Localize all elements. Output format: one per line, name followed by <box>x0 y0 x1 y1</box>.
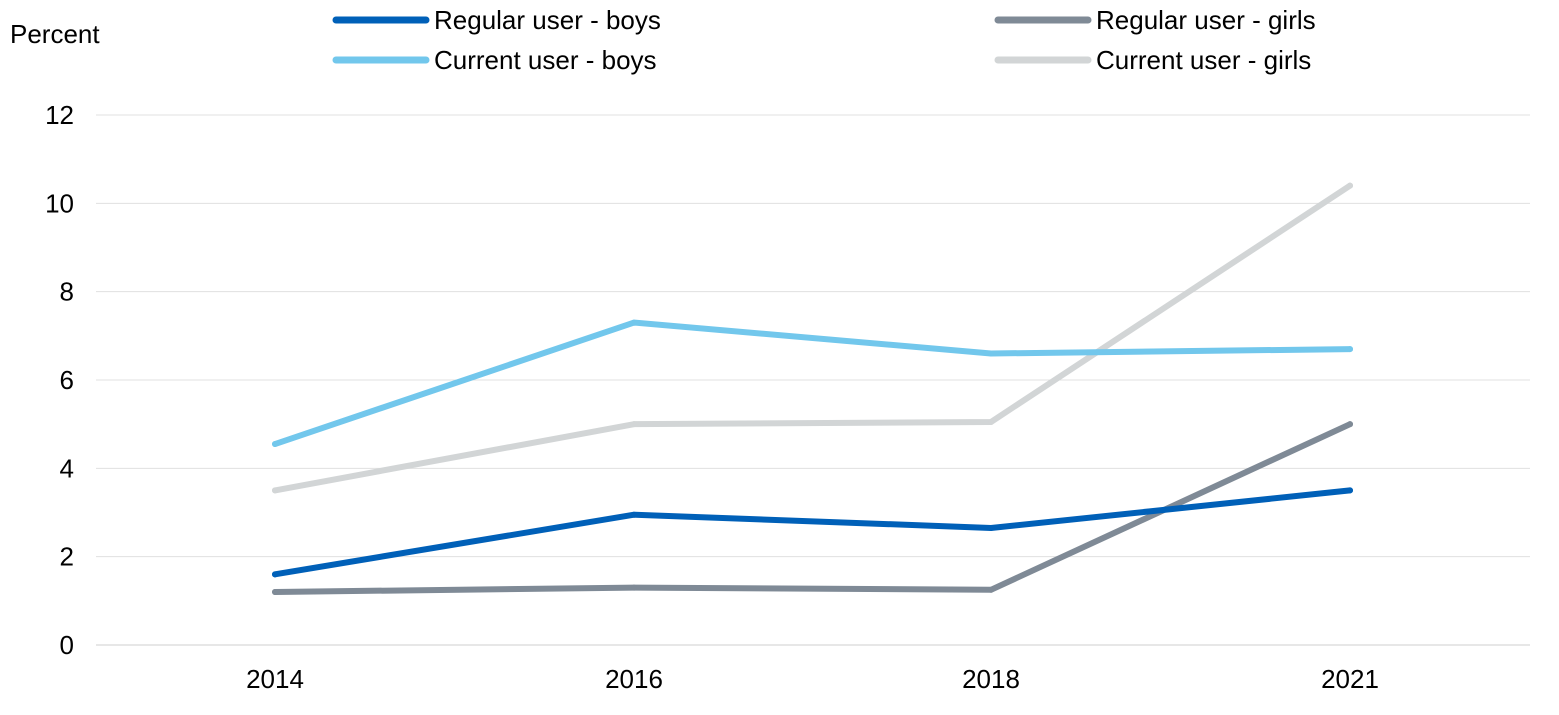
y-tick-label: 2 <box>60 542 74 572</box>
gridlines <box>96 114 1530 646</box>
legend-label: Current user - boys <box>434 45 657 75</box>
x-axis-ticks: 2014 2016 2018 2021 <box>246 664 1379 694</box>
data-point <box>631 511 637 518</box>
legend-item: Current user - girls <box>994 45 1311 75</box>
data-point <box>1347 487 1353 494</box>
data-point <box>1347 421 1353 428</box>
x-tick-label: 2021 <box>1321 664 1379 694</box>
legend-label: Regular user - boys <box>434 5 661 35</box>
data-point <box>631 421 637 428</box>
legend-label: Regular user - girls <box>1096 5 1316 35</box>
data-point <box>631 319 637 326</box>
data-point <box>1347 182 1353 189</box>
series-line-current-user-boys <box>272 319 1353 448</box>
legend: Regular user - boys Current user - boys Re… <box>332 5 1316 75</box>
legend-item: Regular user - girls <box>994 5 1316 35</box>
data-point <box>1347 346 1353 353</box>
data-point <box>272 571 278 578</box>
x-tick-label: 2018 <box>962 664 1020 694</box>
data-point <box>272 487 278 494</box>
data-point <box>272 441 278 448</box>
x-tick-label: 2014 <box>246 664 304 694</box>
data-point <box>631 584 637 591</box>
data-point <box>988 350 994 357</box>
data-point <box>988 586 994 593</box>
y-axis-ticks: 0 2 4 6 8 10 12 <box>45 100 74 660</box>
y-axis-label: Percent <box>10 19 100 49</box>
y-tick-label: 8 <box>60 277 74 307</box>
data-point <box>272 589 278 595</box>
x-tick-label: 2016 <box>605 664 663 694</box>
series-lines <box>272 182 1353 595</box>
data-point <box>988 418 994 425</box>
series-line-regular-user-boys <box>272 487 1353 578</box>
y-tick-label: 6 <box>60 365 74 395</box>
y-tick-label: 4 <box>60 453 74 483</box>
legend-item: Regular user - boys <box>332 5 661 35</box>
legend-item: Current user - boys <box>332 45 657 75</box>
y-tick-label: 0 <box>60 630 74 660</box>
legend-label: Current user - girls <box>1096 45 1311 75</box>
data-point <box>988 524 994 531</box>
y-tick-label: 12 <box>45 100 74 130</box>
series-line-current-user-girls <box>272 182 1353 494</box>
y-tick-label: 10 <box>45 188 74 218</box>
